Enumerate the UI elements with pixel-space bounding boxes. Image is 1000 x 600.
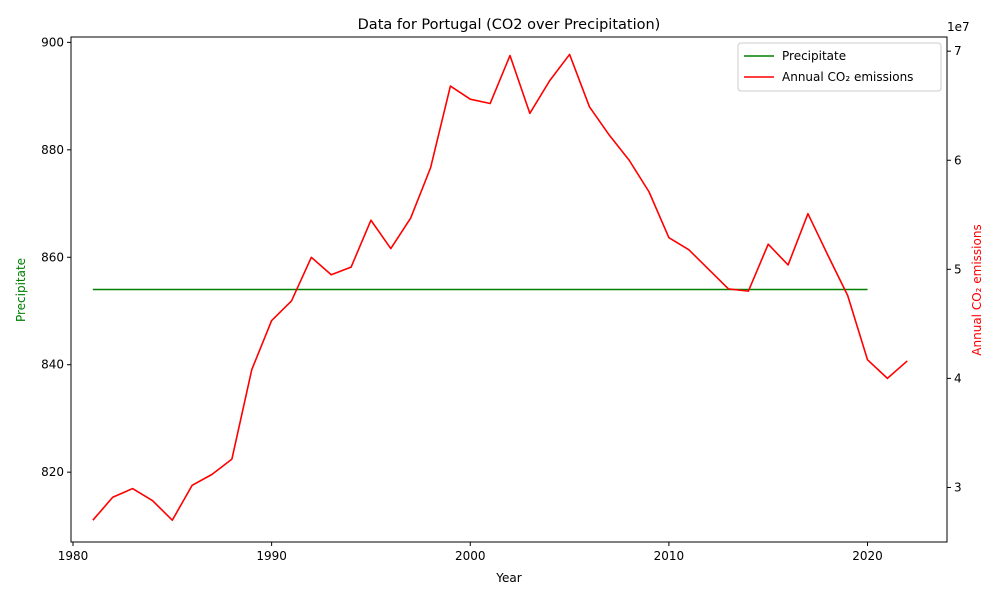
x-tick-label: 1980 bbox=[58, 549, 89, 563]
y-axis-right-multiplier: 1e7 bbox=[947, 20, 970, 34]
y-left-tick-label: 840 bbox=[41, 358, 64, 372]
y-right-tick-label: 7 bbox=[954, 44, 962, 58]
y-left-tick-label: 880 bbox=[41, 143, 64, 157]
y-axis-right: 3 4 5 6 7 bbox=[947, 44, 962, 494]
legend-label-co2: Annual CO₂ emissions bbox=[782, 70, 913, 84]
y-axis-left-title: Precipitate bbox=[14, 258, 28, 322]
x-tick-label: 2010 bbox=[654, 549, 685, 563]
y-axis-left: 820 840 860 880 900 bbox=[41, 35, 71, 479]
y-left-tick-label: 900 bbox=[41, 35, 64, 49]
chart-title: Data for Portugal (CO2 over Precipitatio… bbox=[358, 17, 661, 33]
y-axis-right-title: Annual CO₂ emissions bbox=[970, 224, 984, 355]
legend-box bbox=[737, 42, 942, 92]
y-right-tick-label: 6 bbox=[954, 153, 962, 167]
x-axis: 1980 1990 2000 2010 2020 bbox=[58, 542, 883, 563]
legend: Precipitate Annual CO₂ emissions bbox=[737, 42, 942, 92]
legend-label-precipitate: Precipitate bbox=[782, 49, 846, 63]
y-right-tick-label: 3 bbox=[954, 480, 962, 494]
y-left-tick-label: 820 bbox=[41, 465, 64, 479]
x-axis-title: Year bbox=[495, 571, 521, 585]
series-line-co2-emissions bbox=[92, 53, 908, 521]
x-tick-label: 1990 bbox=[256, 549, 287, 563]
y-left-tick-label: 860 bbox=[41, 250, 64, 264]
series-layer bbox=[92, 53, 908, 521]
plot-frame bbox=[70, 36, 948, 543]
x-tick-label: 2020 bbox=[852, 549, 883, 563]
y-right-tick-label: 5 bbox=[954, 262, 962, 276]
x-tick-label: 2000 bbox=[455, 549, 486, 563]
y-right-tick-label: 4 bbox=[954, 371, 962, 385]
